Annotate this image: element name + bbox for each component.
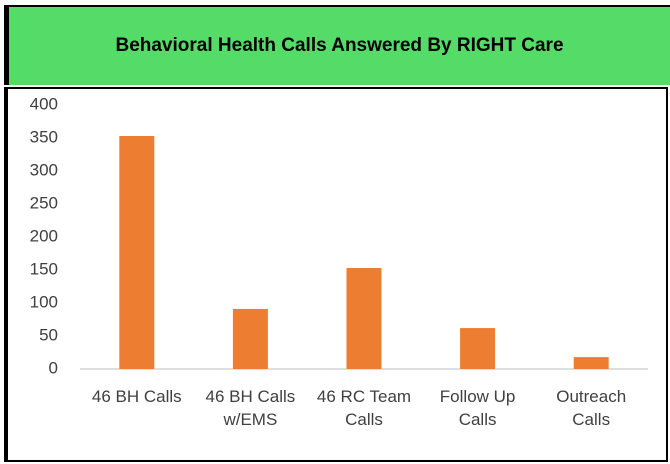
plot-box bbox=[4, 87, 668, 462]
y-tick-label: 250 bbox=[30, 193, 58, 212]
y-tick-label: 350 bbox=[30, 127, 58, 146]
bar bbox=[573, 357, 609, 369]
x-tick-label: 46 RC Team Calls bbox=[316, 387, 412, 429]
y-tick-label: 400 bbox=[30, 94, 58, 113]
bar bbox=[460, 328, 496, 369]
x-tick-label: Follow Up Calls bbox=[439, 387, 516, 429]
bar bbox=[119, 136, 155, 369]
y-tick-label: 150 bbox=[30, 259, 58, 278]
y-tick-label: 100 bbox=[30, 292, 58, 311]
x-tick-label: 46 BH Calls bbox=[91, 387, 182, 406]
header: Behavioral Health Calls Answered By RIGH… bbox=[4, 5, 670, 85]
x-tick-label: Outreach Calls bbox=[556, 387, 627, 429]
y-tick-label: 300 bbox=[30, 160, 58, 179]
y-tick-label: 0 bbox=[49, 358, 58, 377]
y-tick-label: 50 bbox=[39, 325, 58, 344]
y-tick-label: 200 bbox=[30, 226, 58, 245]
chart-title: Behavioral Health Calls Answered By RIGH… bbox=[115, 35, 564, 56]
bar bbox=[346, 268, 382, 369]
bar bbox=[232, 308, 268, 369]
x-tick-label: 46 BH Calls w/EMS bbox=[205, 387, 296, 429]
